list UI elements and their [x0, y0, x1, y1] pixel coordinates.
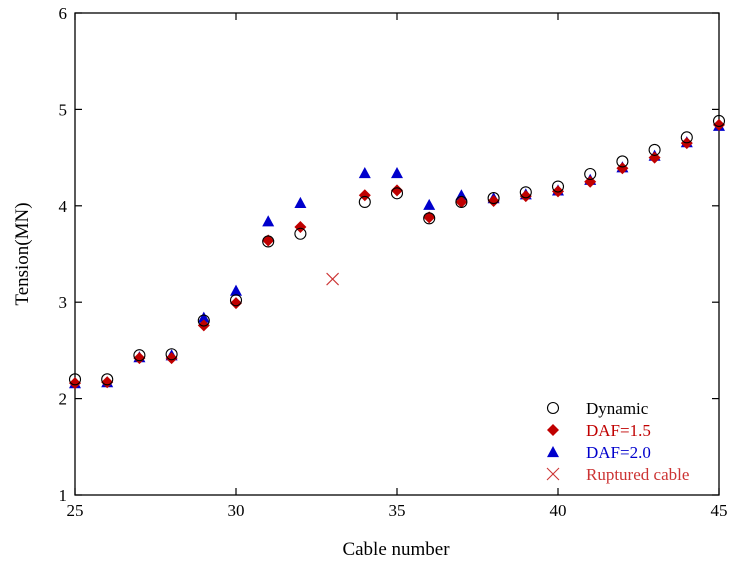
data-point [455, 195, 468, 208]
y-tick-label: 2 [59, 390, 68, 409]
data-point [712, 114, 726, 128]
y-tick-label: 6 [59, 4, 68, 23]
x-tick-label: 25 [67, 501, 84, 520]
data-point [616, 162, 629, 175]
x-tick-label: 45 [711, 501, 728, 520]
data-point [133, 349, 146, 362]
data-point [423, 198, 436, 210]
legend: Dynamic DAF=1.5 DAF=2.0 Ruptured cable [546, 399, 689, 484]
data-point [262, 215, 275, 227]
legend-label: DAF=1.5 [586, 421, 651, 440]
y-axis-title: Tension(MN) [12, 202, 33, 305]
data-point [262, 235, 275, 248]
data-point [294, 196, 307, 209]
data-point [551, 180, 565, 193]
data-point [487, 194, 500, 207]
data-point [391, 184, 403, 197]
data-point [230, 297, 242, 310]
y-tick-label: 1 [59, 486, 68, 505]
x-axis-title: Cable number [342, 539, 450, 560]
data-point [101, 373, 114, 386]
legend-marker [547, 446, 559, 458]
data-point [197, 311, 210, 323]
series-ruptured-cable [326, 272, 339, 286]
data-point [101, 376, 114, 389]
data-point [197, 314, 210, 327]
data-point [358, 167, 371, 179]
data-point [616, 155, 629, 168]
data-point [197, 319, 210, 332]
data-point [68, 373, 82, 386]
data-point [294, 221, 307, 234]
y-tick-label: 4 [59, 197, 68, 216]
data-point [648, 143, 661, 156]
data-marks [68, 114, 726, 390]
data-point [133, 352, 146, 365]
data-point [552, 185, 564, 198]
data-point [165, 348, 178, 361]
data-point [391, 167, 403, 179]
data-point [519, 190, 532, 203]
legend-marker [547, 424, 559, 436]
x-tick-label: 40 [550, 501, 567, 520]
data-point [230, 284, 242, 296]
y-tick-label: 3 [59, 293, 68, 312]
series-dynamic [68, 114, 726, 386]
legend-marker [546, 401, 560, 415]
x-tick-label: 30 [228, 501, 245, 520]
data-point [390, 187, 404, 200]
series-daf-1-5 [69, 118, 725, 390]
data-point [423, 212, 436, 225]
data-point [487, 192, 500, 205]
legend-label: Dynamic [586, 399, 649, 418]
y-tick-label: 5 [59, 100, 68, 119]
legend-label: Ruptured cable [586, 465, 689, 484]
legend-marker [546, 467, 560, 481]
data-point [680, 131, 693, 144]
data-point [713, 118, 725, 131]
series-daf-2-0 [69, 119, 725, 389]
data-point [69, 377, 81, 390]
data-point [229, 294, 243, 307]
data-point [326, 272, 339, 286]
data-point [519, 186, 532, 199]
legend-label: DAF=2.0 [586, 443, 651, 462]
x-tick-label: 35 [389, 501, 406, 520]
data-point [455, 195, 468, 208]
data-point [294, 227, 307, 240]
data-point [584, 167, 597, 181]
data-point [165, 352, 178, 365]
data-point [358, 189, 371, 202]
data-point [358, 195, 371, 208]
